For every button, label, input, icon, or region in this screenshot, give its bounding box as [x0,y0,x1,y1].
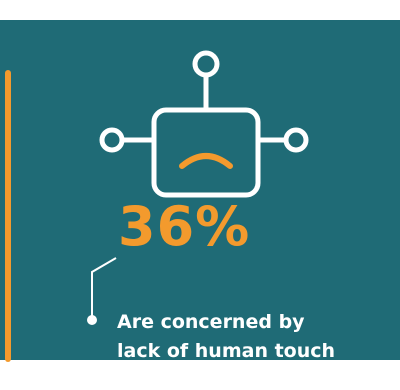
stat-caption: Are concerned by lack of human touch [117,308,335,366]
stat-card: 36% Are concerned by lack of human touch [0,20,400,362]
stat-value: 36% [118,195,251,258]
caption-line-2: lack of human touch [117,340,336,362]
caption-line-1: Are concerned by [117,311,305,333]
leader-line [87,257,117,325]
accent-bar [5,70,11,362]
sad-robot-icon [99,50,309,198]
